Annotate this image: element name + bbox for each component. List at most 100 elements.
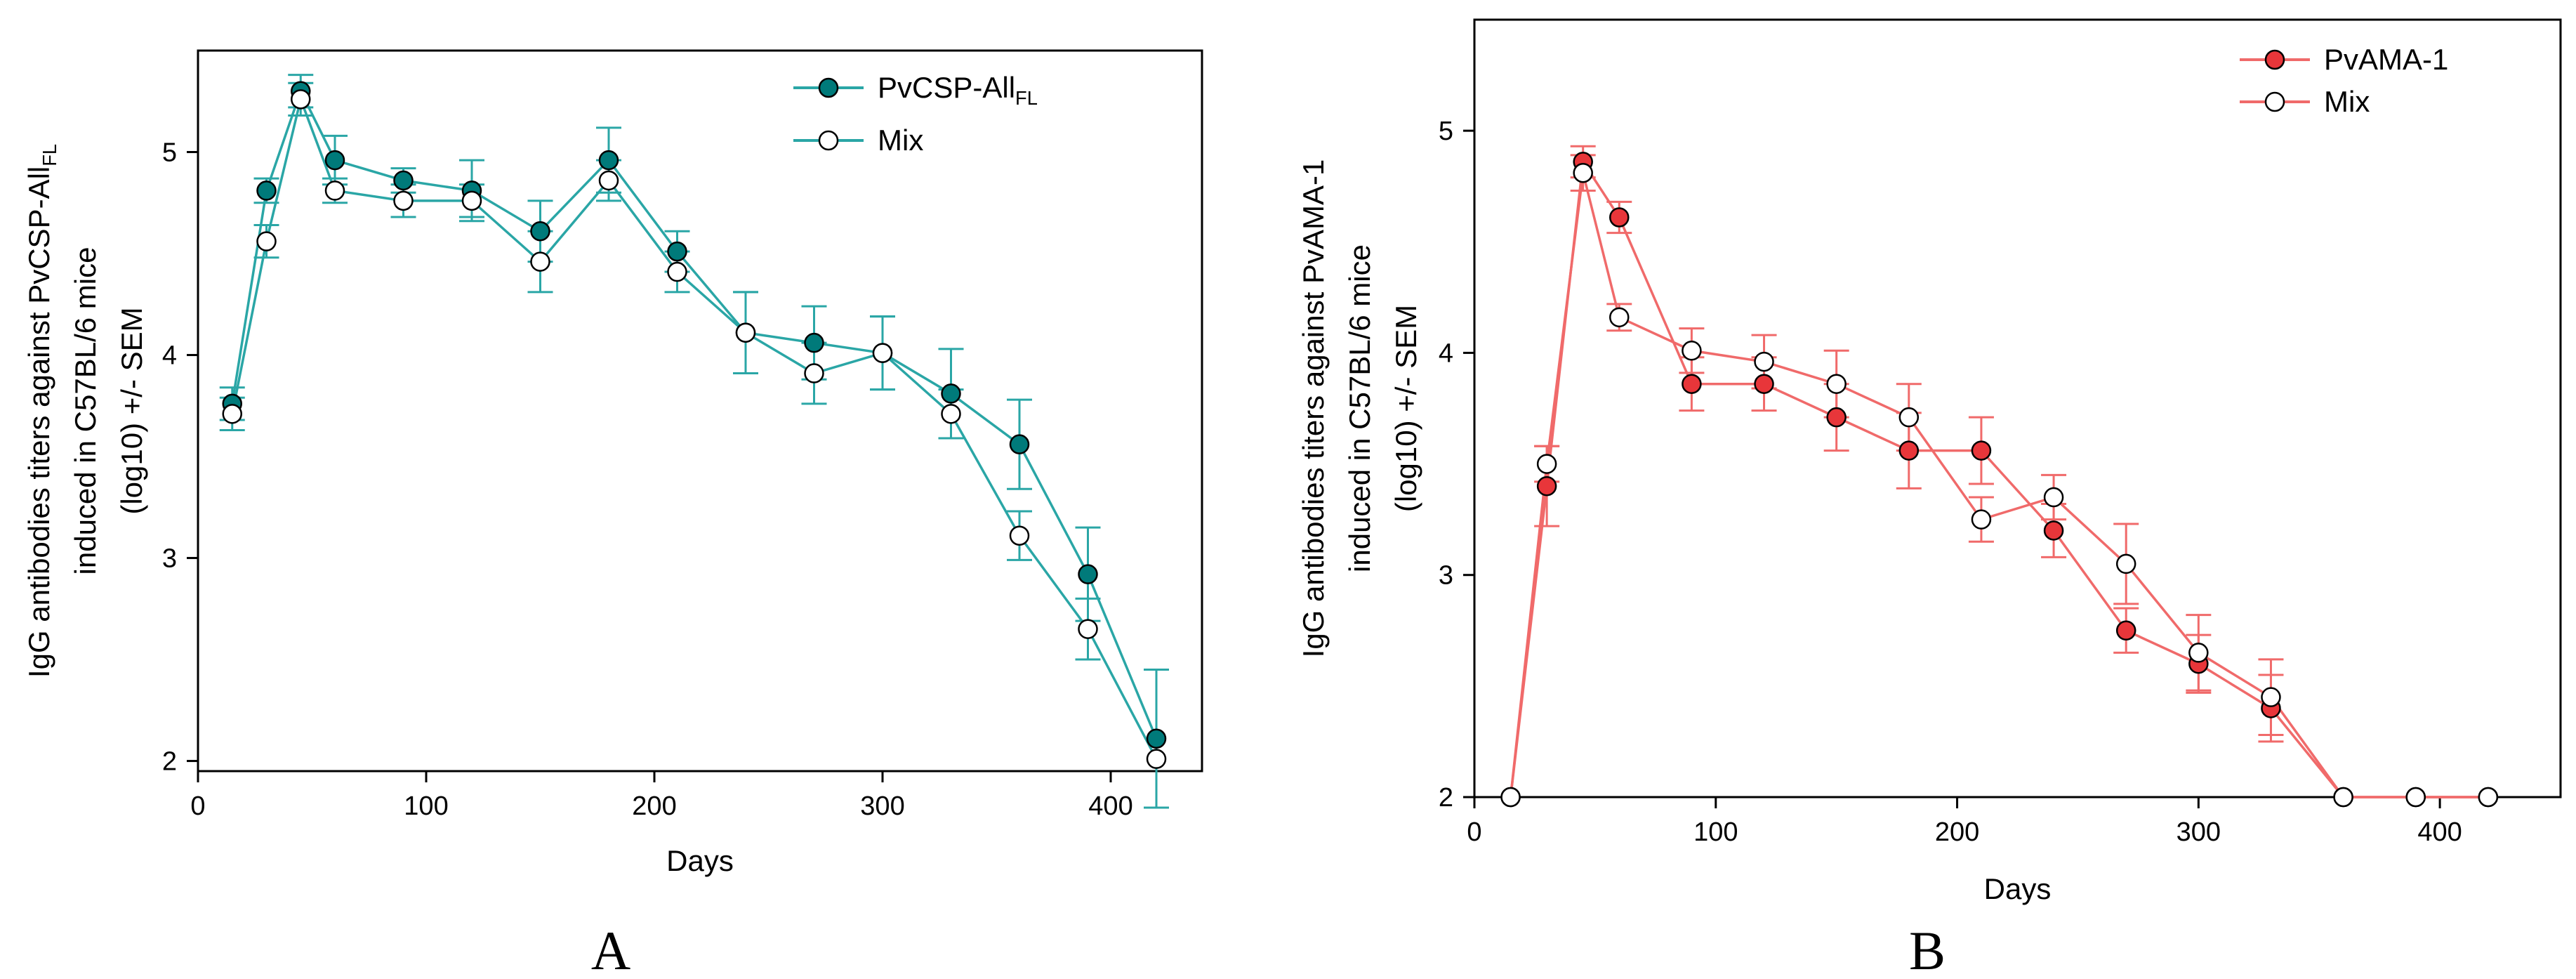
legend-item: PvAMA-1 [2240, 43, 2448, 76]
data-point [393, 190, 414, 211]
y-axis-label-line: (log10) +/- SEM [115, 307, 148, 514]
legend-item: PvCSP-AllFL [793, 71, 1038, 109]
data-point [735, 322, 756, 343]
data-point [1754, 374, 1774, 394]
data-point [598, 170, 619, 191]
data-point [2478, 787, 2499, 808]
x-tick-label: 400 [2417, 817, 2462, 847]
data-point [941, 404, 961, 424]
data-point [1898, 407, 1920, 428]
x-tick-label: 100 [404, 791, 448, 821]
series-mix [1509, 154, 2488, 799]
x-tick-label: 300 [860, 791, 904, 821]
x-tick-label: 0 [190, 791, 205, 821]
legend: PvCSP-AllFL Mix [793, 71, 1038, 157]
data-point [2333, 787, 2353, 808]
y-tick-label: 5 [162, 138, 177, 168]
x-tick-label: 200 [1935, 817, 1979, 847]
y-axis-label-line: IgG antibodies titers against PvAMA-1 [1297, 159, 1330, 658]
legend-marker [2264, 49, 2285, 70]
data-point [256, 231, 277, 251]
y-axis-label-line: induced in C57BL/6 mice [1343, 244, 1376, 572]
data-point [2405, 787, 2426, 808]
y-tick-label: 2 [1439, 783, 1453, 813]
data-point [1009, 434, 1030, 454]
data-point [1146, 728, 1167, 749]
legend-marker [2264, 91, 2285, 112]
data-point [530, 251, 550, 272]
y-tick-label: 4 [1439, 339, 1453, 368]
data-point [1009, 525, 1030, 546]
plot-frame [1473, 18, 2562, 799]
data-point [2043, 520, 2064, 541]
data-point [1754, 351, 1774, 372]
series-primary [1509, 145, 2488, 799]
legend: PvAMA-1 Mix [2240, 43, 2448, 118]
data-point [222, 404, 242, 424]
data-point [1826, 374, 1847, 394]
data-point [256, 180, 277, 201]
data-point [2043, 487, 2064, 508]
data-point [1500, 787, 1521, 808]
data-point [941, 383, 961, 404]
data-point [1971, 509, 1992, 530]
legend-marker [818, 77, 839, 98]
legend-marker [818, 130, 839, 151]
series-line [231, 95, 1158, 760]
y-tick-label: 2 [162, 747, 177, 777]
x-tick-label: 400 [1088, 791, 1132, 821]
x-axis-label: Days [1984, 872, 2052, 905]
panel-letter: B [1909, 920, 1946, 979]
y-axis-label-line: (log10) +/- SEM [1389, 305, 1422, 512]
y-axis-label-line: IgG antibodies titers against PvCSP-AllF… [22, 144, 60, 678]
data-point [2188, 643, 2209, 663]
data-point [804, 332, 824, 353]
legend-label: Mix [2324, 85, 2370, 118]
legend-label: Mix [878, 124, 923, 157]
legend-item: Mix [2240, 85, 2370, 118]
y-tick-label: 3 [162, 544, 177, 574]
panel-b: 0 100 200 300 400 2 3 4 5 Days IgG antibodies tite… [1297, 18, 2562, 979]
data-point [872, 343, 893, 363]
y-axis-label-line: induced in C57BL/6 mice [69, 247, 102, 575]
data-point [530, 221, 550, 242]
data-point [2115, 620, 2136, 641]
legend-label: PvCSP-AllFL [878, 71, 1038, 109]
data-point [1682, 374, 1702, 394]
x-axis-label: Days [666, 844, 734, 877]
data-point [1536, 475, 1557, 497]
data-point [2115, 553, 2136, 574]
series-line [231, 88, 1158, 740]
data-point [393, 170, 414, 191]
data-point [1609, 207, 1630, 228]
panel-a: 0 100 200 300 400 2 3 4 5 Days IgG antibodies tite… [22, 49, 1203, 979]
data-point [1971, 440, 1992, 461]
data-point [1536, 454, 1557, 474]
x-tick-label: 0 [1467, 817, 1481, 847]
series-mix [219, 81, 1158, 760]
data-point [324, 150, 345, 171]
data-point [2261, 687, 2281, 707]
y-tick-label: 4 [162, 341, 177, 371]
data-point [1682, 341, 1702, 361]
legend-label: PvAMA-1 [2324, 43, 2448, 76]
series-line [1509, 158, 2488, 799]
data-point [1573, 162, 1593, 183]
panel-letter: A [591, 920, 630, 979]
legend-item: Mix [793, 124, 923, 157]
x-tick-label: 300 [2177, 817, 2221, 847]
data-point [1078, 564, 1098, 584]
data-point [291, 89, 311, 110]
data-point [324, 180, 345, 201]
y-tick-label: 5 [1439, 117, 1453, 146]
data-point [1609, 307, 1630, 328]
x-tick-label: 200 [632, 791, 676, 821]
series-line [1509, 172, 2488, 799]
data-point [1078, 619, 1098, 639]
y-tick-label: 3 [1439, 561, 1453, 591]
plot-frame [197, 49, 1203, 773]
x-tick-label: 100 [1693, 817, 1738, 847]
data-point [804, 363, 824, 383]
